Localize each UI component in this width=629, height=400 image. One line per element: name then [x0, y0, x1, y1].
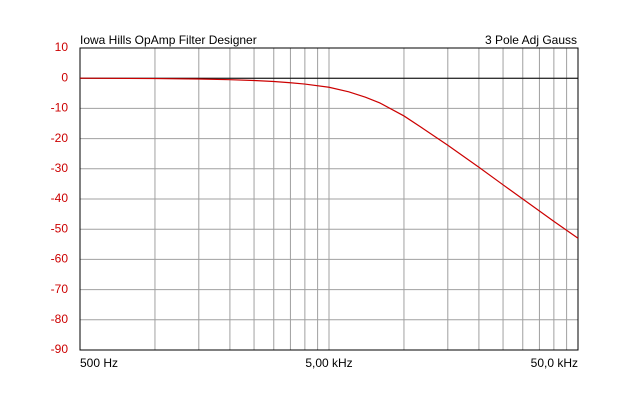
y-tick-label: -90 [51, 342, 69, 356]
y-tick-label: -20 [51, 131, 69, 145]
y-tick-label: 10 [55, 40, 69, 54]
y-tick-label: -60 [51, 252, 69, 266]
y-tick-label: -30 [51, 161, 69, 175]
y-tick-label: -10 [51, 101, 69, 115]
y-tick-label: -50 [51, 221, 69, 235]
chart-title: Iowa Hills OpAmp Filter Designer [80, 33, 257, 47]
y-tick-label: 0 [61, 70, 68, 84]
x-tick-label: 5,00 kHz [305, 356, 352, 370]
y-tick-label: -70 [51, 282, 69, 296]
response-curve [79, 77, 579, 239]
y-tick-label: -80 [51, 312, 69, 326]
x-tick-label: 50,0 kHz [531, 356, 578, 370]
y-tick-label: -40 [51, 191, 69, 205]
chart-subtitle: 3 Pole Adj Gauss [485, 33, 577, 47]
plot-frame [79, 47, 579, 351]
x-tick-label: 500 Hz [80, 356, 118, 370]
